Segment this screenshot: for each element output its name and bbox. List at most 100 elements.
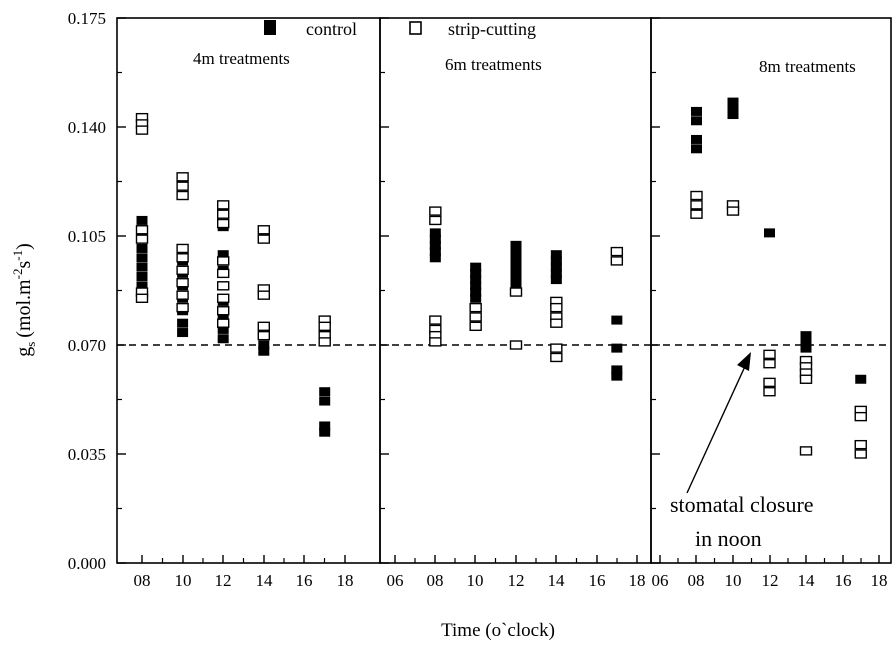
point-strip-cutting xyxy=(429,315,442,325)
y-tick-label: 0.035 xyxy=(68,445,106,464)
point-strip-cutting xyxy=(469,312,482,322)
point-strip-cutting xyxy=(135,125,149,135)
point-strip-cutting xyxy=(429,337,442,347)
y-label-units: (mol.m xyxy=(13,279,35,338)
point-strip-cutting xyxy=(176,181,189,191)
point-strip-cutting xyxy=(509,287,523,297)
point-control xyxy=(136,215,148,225)
point-control xyxy=(217,334,229,344)
point-strip-cutting xyxy=(610,256,624,266)
point-control xyxy=(727,110,739,120)
point-strip-cutting xyxy=(763,349,776,360)
point-control xyxy=(470,281,482,291)
x-tick-label: 10 xyxy=(467,571,484,590)
point-control xyxy=(470,293,482,303)
point-control xyxy=(136,281,148,291)
point-strip-cutting xyxy=(216,218,230,229)
point-control xyxy=(136,271,148,281)
x-tick-label: 10 xyxy=(175,571,192,590)
point-control xyxy=(217,250,229,260)
point-control xyxy=(611,315,623,325)
x-tick-label: 18 xyxy=(337,571,354,590)
point-control xyxy=(611,343,623,353)
point-strip-cutting xyxy=(550,318,563,328)
x-tick-label: 10 xyxy=(725,571,742,590)
point-strip-cutting xyxy=(610,246,624,257)
x-tick-label: 12 xyxy=(215,571,232,590)
y-label-exp1: -2 xyxy=(10,269,25,280)
legend-control-marker xyxy=(264,20,276,35)
x-tick-label: 18 xyxy=(871,571,888,590)
point-control xyxy=(136,262,148,272)
panels-layer: 08 10 12 14 16 18 0.000 0.035 0.070 0.105 0.140 0.1… xyxy=(68,9,892,590)
point-strip-cutting xyxy=(429,206,442,216)
x-tick-label: 06 xyxy=(652,571,669,590)
x-tick-label: 14 xyxy=(548,571,566,590)
point-control xyxy=(691,106,702,116)
point-control xyxy=(800,337,812,347)
point-control xyxy=(470,275,482,285)
point-control xyxy=(319,387,331,397)
point-strip-cutting xyxy=(469,321,482,332)
point-control xyxy=(136,253,148,263)
annotation-line1: stomatal closure xyxy=(670,492,814,517)
point-strip-cutting xyxy=(257,234,270,244)
point-strip-cutting xyxy=(799,446,813,456)
point-strip-cutting xyxy=(854,439,867,450)
point-strip-cutting xyxy=(726,206,740,216)
point-strip-cutting xyxy=(469,302,482,313)
x-tick-label: 08 xyxy=(688,571,705,590)
point-control xyxy=(691,116,702,126)
x-tick-label: 16 xyxy=(835,571,852,590)
point-strip-cutting xyxy=(854,449,867,459)
point-strip-cutting xyxy=(176,243,189,254)
point-strip-cutting xyxy=(176,290,189,300)
point-control xyxy=(510,240,522,250)
point-control xyxy=(319,421,331,431)
point-strip-cutting xyxy=(763,387,776,397)
y-tick-label: 0.175 xyxy=(68,9,106,28)
x-tick-label: 08 xyxy=(427,571,444,590)
point-strip-cutting xyxy=(763,377,776,388)
x-tick-label: 18 xyxy=(629,571,646,590)
annotation-arrow-line xyxy=(686,361,748,494)
point-control xyxy=(800,331,812,341)
point-control xyxy=(429,228,441,238)
point-control xyxy=(727,97,739,107)
y-label-sub: s xyxy=(23,342,38,347)
x-tick-label: 12 xyxy=(762,571,779,590)
panel-frame-3 xyxy=(650,17,892,564)
point-control xyxy=(429,247,441,257)
point-control xyxy=(691,144,702,154)
y-label-exp2: -1 xyxy=(10,250,25,261)
point-control xyxy=(258,340,270,350)
point-strip-cutting xyxy=(763,358,776,369)
data-points xyxy=(135,97,867,459)
y-tick-label: 0.105 xyxy=(68,227,106,246)
point-strip-cutting xyxy=(216,293,230,303)
point-control xyxy=(510,278,522,288)
point-strip-cutting xyxy=(176,302,189,313)
point-control xyxy=(855,374,867,384)
point-control xyxy=(510,265,522,275)
point-control xyxy=(319,427,331,437)
point-strip-cutting xyxy=(509,340,523,350)
point-strip-cutting xyxy=(216,268,230,279)
x-tick-label: 16 xyxy=(296,571,313,590)
point-control xyxy=(611,365,623,375)
point-strip-cutting xyxy=(216,256,230,266)
point-strip-cutting xyxy=(318,337,331,347)
point-control xyxy=(727,103,739,113)
point-control xyxy=(510,271,522,281)
point-control xyxy=(429,234,441,244)
legend-strip-label: strip-cutting xyxy=(448,19,536,39)
point-control xyxy=(510,247,522,257)
x-tick-label: 16 xyxy=(589,571,606,590)
point-strip-cutting xyxy=(690,209,703,219)
x-tick-label: 14 xyxy=(798,571,816,590)
point-control xyxy=(258,346,270,356)
point-strip-cutting xyxy=(257,290,270,300)
panel-title-2: 6m treatments xyxy=(445,55,542,74)
